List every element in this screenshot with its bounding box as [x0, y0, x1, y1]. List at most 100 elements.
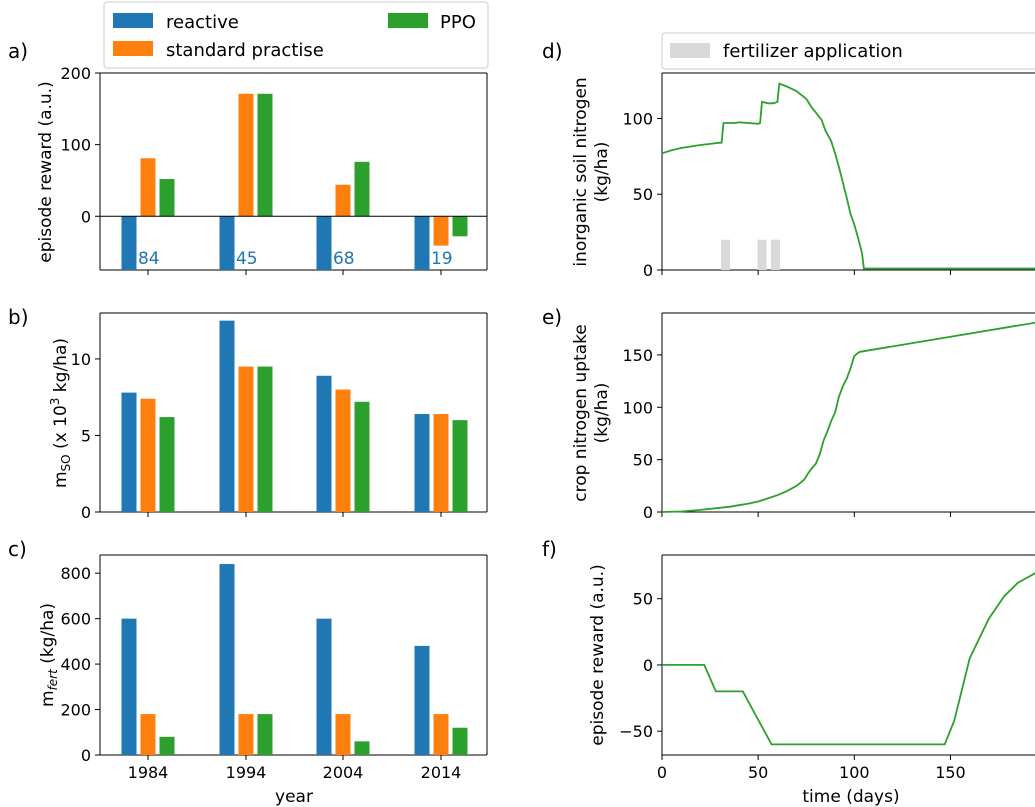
- ytick-label-e: 0: [643, 503, 653, 522]
- ytick-label-b: 5: [81, 426, 91, 445]
- legend-right-frame: [661, 32, 1035, 70]
- ytick-label-c: 200: [60, 701, 91, 720]
- bar-c-reactive: [316, 618, 332, 755]
- panel-f-episode-reward-line: −50 0 50 0 50 100 150 f) episode reward (a.u.) ti…: [542, 537, 1035, 807]
- ytick-label-c: 800: [60, 564, 91, 583]
- ylabel-b-sub: SO: [59, 454, 73, 471]
- ylabel-c: mfert (kg/ha): [38, 603, 60, 707]
- bar-c-reactive: [219, 564, 235, 755]
- legend-label-reactive: reactive: [166, 12, 239, 33]
- bar-b-PPO: [257, 366, 273, 512]
- ytick-label-c: 400: [60, 655, 91, 674]
- bar-b-standard-practise: [140, 398, 156, 512]
- bar-a-PPO: [257, 93, 273, 217]
- ytick-label-f: 0: [643, 656, 653, 675]
- ytick-label-d: 50: [633, 185, 653, 204]
- bar-a-standard-practise: [238, 93, 254, 217]
- xtick-label-c: 1984: [128, 763, 169, 782]
- panel-a-episode-reward-bars: 0 100 200 -284 -145 -268 -319 a) episode reward …: [8, 39, 488, 275]
- ytick-label-a: 100: [60, 136, 91, 155]
- clipped-value-label-a: -284: [121, 249, 160, 269]
- legend-label-standard-practise: standard practise: [166, 40, 324, 61]
- legend-label-ppo: PPO: [440, 12, 476, 33]
- legend-swatch-fertilizer-application: [670, 43, 710, 58]
- ylabel-d-line2: (kg/ha): [592, 142, 612, 203]
- ylabel-b: mSO (x 103 kg/ha): [48, 338, 73, 488]
- bar-c-standard-practise: [335, 714, 351, 755]
- ylabel-b-rest: (x 10: [51, 405, 71, 454]
- panel-d-soil-nitrogen-line: 0 50 100 d) inorganic soil nitrogen (kg/ha): [542, 39, 1035, 280]
- bar-c-standard-practise: [238, 714, 254, 755]
- ylabel-e-line1: crop nitrogen uptake: [571, 324, 591, 502]
- legend-swatch-standard-practise: [113, 41, 153, 56]
- bar-b-PPO: [452, 420, 468, 512]
- bar-a-standard-practise: [433, 216, 449, 246]
- bar-a-standard-practise: [335, 184, 351, 217]
- bar-c-PPO: [452, 727, 468, 755]
- ytick-label-f: −50: [619, 722, 653, 741]
- bar-c-PPO: [159, 736, 175, 755]
- ytick-label-e: 150: [622, 346, 653, 365]
- bar-a-standard-practise: [140, 158, 156, 217]
- ylabel-b-main: m: [51, 471, 71, 488]
- panel-e-nitrogen-uptake-line: 0 50 100 150 e) crop nitrogen uptake (kg/ha): [542, 305, 1035, 522]
- bar-c-reactive: [414, 645, 430, 755]
- ytick-label-a: 0: [81, 207, 91, 226]
- panel-c-mfert-bars: 0 200 400 600 800 1984 1994 2004 2014 c) mfert (kg…: [8, 537, 488, 807]
- ytick-label-f: 50: [633, 590, 653, 609]
- xtick-label-f: 150: [935, 763, 966, 782]
- xtick-label-f: 50: [748, 763, 768, 782]
- ylabel-b-sup: 3: [48, 398, 62, 406]
- bar-a-reactive: [121, 216, 137, 270]
- bar-b-reactive: [316, 375, 332, 512]
- ylabel-c-end: (kg/ha): [38, 603, 58, 669]
- legend-swatch-reactive: [113, 13, 153, 28]
- bar-a-reactive: [316, 216, 332, 270]
- panel-label-f: f): [542, 537, 557, 561]
- bar-b-standard-practise: [335, 389, 351, 512]
- ylabel-d-line1: inorganic soil nitrogen: [571, 77, 591, 266]
- ytick-label-d: 100: [622, 109, 653, 128]
- ytick-label-e: 100: [622, 398, 653, 417]
- series-line-e: [661, 321, 1035, 513]
- xlabel-c: year: [275, 787, 313, 807]
- fertilizer-application-marker: [757, 239, 767, 270]
- ytick-label-c: 600: [60, 610, 91, 629]
- bar-c-standard-practise: [433, 714, 449, 755]
- clipped-value-label-a: -268: [316, 249, 355, 269]
- legend-left: reactive standard practise PPO: [103, 1, 489, 69]
- ylabel-b-end: kg/ha): [51, 338, 71, 398]
- xtick-label-c: 2014: [421, 763, 462, 782]
- clipped-value-label-a: -319: [414, 249, 453, 269]
- bar-a-PPO: [452, 216, 468, 237]
- panel-label-a: a): [8, 39, 28, 63]
- panel-label-e: e): [542, 305, 562, 329]
- ylabel-a: episode reward (a.u.): [36, 81, 56, 262]
- ytick-label-b: 0: [81, 503, 91, 522]
- xlabel-f: time (days): [802, 787, 899, 807]
- bar-a-reactive: [414, 216, 430, 270]
- bar-b-PPO: [354, 401, 370, 512]
- ytick-label-b: 10: [71, 350, 91, 369]
- bar-b-PPO: [159, 417, 175, 512]
- clipped-value-label-a: -145: [219, 249, 258, 269]
- legend-swatch-ppo: [388, 13, 428, 28]
- xtick-label-c: 1994: [226, 763, 267, 782]
- bar-b-standard-practise: [433, 414, 449, 512]
- ylabel-c-sub: fert: [46, 668, 60, 691]
- legend-label-fertilizer-application: fertilizer application: [723, 41, 903, 62]
- bar-c-PPO: [257, 714, 273, 755]
- ytick-label-a: 200: [60, 64, 91, 83]
- panel-label-b: b): [8, 305, 29, 329]
- ytick-label-c: 0: [81, 746, 91, 765]
- panel-b-mso-bars: 0 5 10 b) mSO (x 103 kg/ha): [8, 305, 488, 522]
- ytick-label-d: 0: [643, 261, 653, 280]
- series-line-d: [661, 82, 1035, 270]
- bar-b-reactive: [219, 320, 235, 512]
- xtick-label-c: 2004: [323, 763, 364, 782]
- series-line-f: [662, 572, 1035, 746]
- fertilizer-application-marker: [720, 239, 730, 270]
- panel-label-c: c): [8, 537, 27, 561]
- bar-a-reactive: [219, 216, 235, 270]
